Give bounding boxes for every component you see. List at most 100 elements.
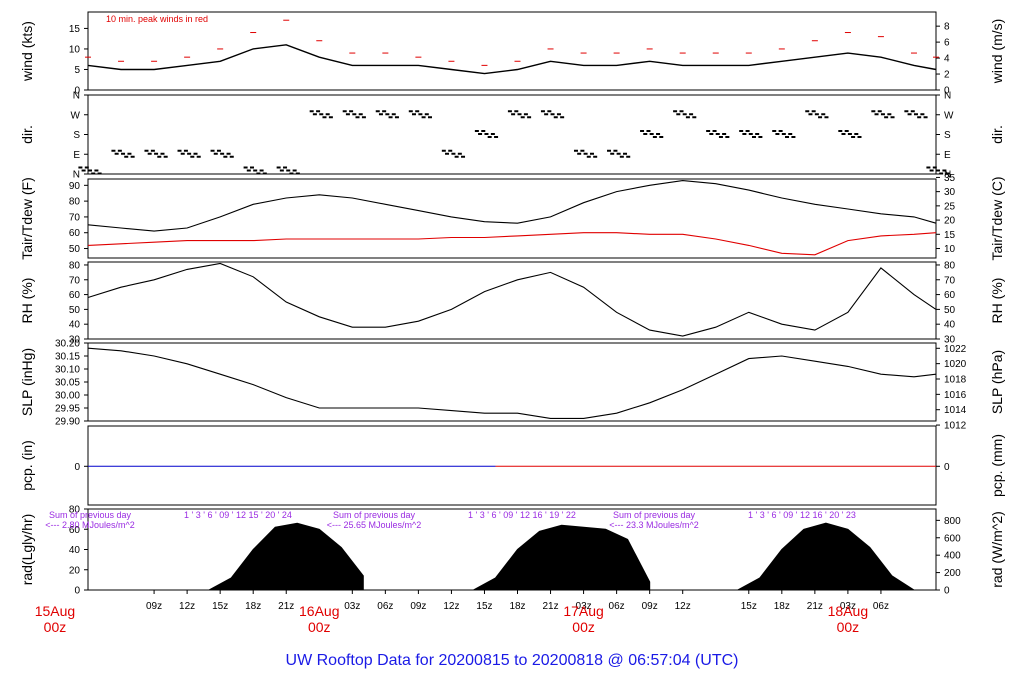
dir-point — [884, 116, 889, 119]
dir-point — [573, 149, 578, 152]
dir-point — [659, 136, 664, 138]
dir-point — [246, 169, 251, 172]
dir-point — [646, 130, 651, 132]
tick-label: 30.10 — [55, 365, 80, 376]
dir-point — [81, 169, 86, 172]
dir-point — [361, 116, 366, 119]
dir-point — [507, 110, 512, 113]
dir-point — [253, 169, 258, 172]
dir-point — [748, 133, 753, 135]
tick-label: 800 — [944, 516, 961, 527]
tick-label: 1016 — [944, 390, 967, 401]
tick-label: 30.15 — [55, 352, 80, 363]
panel-frame — [87, 178, 937, 259]
time-tick-label: 18z — [774, 601, 790, 612]
dir-point — [586, 155, 591, 158]
dir-point — [193, 152, 198, 155]
dir-point — [408, 110, 413, 113]
tick-label: 40 — [69, 545, 81, 556]
tick-label: 20 — [69, 565, 81, 576]
wind-peak-note: 10 min. peak winds in red — [106, 14, 208, 24]
dir-point — [808, 113, 813, 116]
dir-point — [481, 130, 486, 132]
dir-point — [583, 152, 588, 155]
axis-label-left-wind: wind (kts) — [19, 21, 35, 82]
time-tick-label: 09z — [642, 601, 658, 612]
dir-point — [877, 110, 882, 113]
panel-slp: 29.90 29.95 30.00 30.05 30.10 30.15 30.20 1012 1… — [55, 339, 967, 432]
tick-label: 50 — [69, 305, 81, 316]
dir-point — [547, 110, 552, 113]
dir-point — [279, 169, 284, 172]
tick-label: 70 — [69, 212, 81, 223]
dir-point — [378, 113, 383, 116]
slp-series-line — [87, 347, 937, 419]
tdew-series-line — [87, 232, 937, 256]
dir-point — [920, 113, 925, 116]
date-label: 17Aug — [563, 603, 603, 619]
tick-label: 29.90 — [55, 417, 80, 428]
time-tick-label: 12z — [675, 601, 691, 612]
dir-point — [945, 172, 950, 175]
dir-point — [349, 110, 354, 113]
tick-label: 70 — [944, 275, 956, 286]
dir-point — [229, 155, 234, 158]
dir-point — [640, 130, 645, 132]
rad-hours-label: 1 ' 3 ' 6 ' 09 ' 12 16 ' 20 ' 23 — [748, 510, 856, 520]
dir-point — [445, 152, 450, 155]
date-label: 15Aug — [35, 603, 75, 619]
dir-point — [517, 113, 522, 116]
rad-sum-value: <--- 25.65 MJoules/m^2 — [327, 520, 422, 530]
dir-point — [656, 133, 661, 135]
panel-rh: 30 40 50 60 70 80 30 40 50 60 70 80 — [69, 260, 956, 345]
dir-point — [838, 130, 843, 132]
dir-point — [580, 149, 585, 152]
time-tick-label: 03z — [840, 601, 856, 612]
dir-point — [540, 110, 545, 113]
tick-label: 25 — [944, 201, 956, 212]
time-axis: 09z 12z 15z 18z 21z 03z 06z 09z 12z 15z 18z 21z 03z 0… — [35, 590, 889, 635]
axis-label-right-pcp: pcp. (mm) — [989, 434, 1005, 497]
tick-label: 29.95 — [55, 404, 80, 415]
dir-point — [441, 149, 446, 152]
dir-tick-label: S — [944, 130, 951, 141]
dir-point — [394, 116, 399, 119]
dir-point — [778, 130, 783, 132]
dir-tick-label: N — [73, 170, 80, 181]
dir-point — [676, 113, 681, 116]
dir-point — [685, 116, 690, 119]
dir-point — [527, 116, 532, 119]
dir-point — [706, 130, 711, 132]
tick-label: 80 — [69, 260, 81, 271]
dir-point — [180, 152, 185, 155]
axis-label-left-temp: Tair/Tdew (F) — [19, 177, 35, 259]
tick-label: 0 — [74, 86, 80, 97]
pcp-tick-label: 0 — [74, 462, 80, 473]
dir-point — [553, 116, 558, 119]
rad-area-day-1 — [208, 522, 364, 591]
dir-point — [319, 113, 324, 116]
tick-label: 30.05 — [55, 378, 80, 389]
dir-point — [243, 166, 248, 169]
dir-point — [577, 152, 582, 155]
dir-point — [478, 133, 483, 135]
dir-point — [725, 136, 730, 138]
dir-point — [550, 113, 555, 116]
time-tick-label: 03z — [344, 601, 360, 612]
tick-label: 4 — [944, 54, 950, 65]
dir-point — [520, 116, 525, 119]
rad-sum-label: Sum of previous day — [613, 510, 696, 520]
tick-label: 10 — [944, 244, 956, 255]
panels-group: 0 5 10 15 0 2 4 6 8 10 min. peak winds in red wind… — [19, 11, 1005, 597]
dir-point — [448, 149, 453, 152]
time-tick-label: 21z — [542, 601, 558, 612]
dir-point — [712, 130, 717, 132]
dir-point — [673, 110, 678, 113]
tick-label: 600 — [944, 533, 961, 544]
dir-tick-label: S — [73, 130, 80, 141]
dir-point — [851, 136, 856, 138]
tick-label: 60 — [69, 290, 81, 301]
panel-dir: N NE ES SW WN N — [71, 91, 954, 181]
dir-point — [722, 133, 727, 135]
